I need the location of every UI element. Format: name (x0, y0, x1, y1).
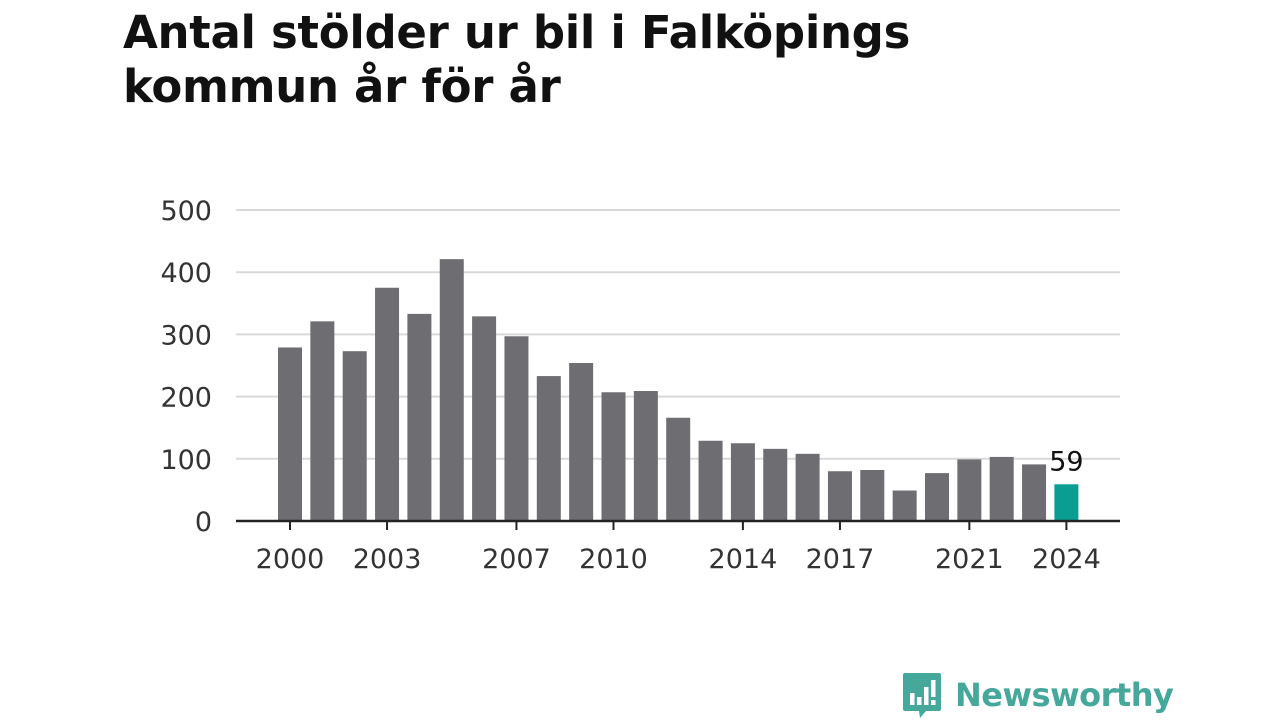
bar (763, 448, 788, 521)
bar (860, 470, 885, 521)
x-tick-label: 2010 (579, 544, 648, 575)
bar (504, 336, 529, 521)
bar (957, 459, 982, 521)
x-tick-label: 2000 (256, 544, 325, 575)
bar (407, 313, 432, 521)
brand-logo: Newsworthy (902, 671, 1174, 719)
brand-name: Newsworthy (955, 676, 1174, 714)
bar (730, 443, 755, 521)
x-tick-label: 2014 (709, 544, 778, 575)
bar (633, 391, 658, 521)
y-tick-label: 200 (160, 383, 212, 414)
x-tick-label: 2024 (1032, 544, 1101, 575)
bar (375, 287, 400, 521)
x-tick-label: 2021 (935, 544, 1004, 575)
bars (278, 259, 1079, 521)
chart-title: Antal stölder ur bil i Falköpings kommun… (123, 6, 911, 113)
bar-highlight (1054, 484, 1079, 521)
axes (236, 519, 1120, 530)
bar (989, 456, 1014, 521)
y-tick-label: 0 (195, 507, 212, 538)
labels: 0 100 200 300 400 500 2000 2003 2007 2010 2014 2017… (160, 196, 1100, 575)
bar (310, 321, 335, 521)
bar (1022, 464, 1047, 521)
data-label: 59 (1049, 446, 1083, 477)
bar (569, 363, 594, 521)
x-tick-label: 2003 (353, 544, 422, 575)
y-tick-label: 500 (160, 196, 212, 227)
bar (892, 490, 917, 521)
bar (472, 316, 497, 521)
y-tick-label: 300 (160, 320, 212, 351)
bar (439, 259, 464, 521)
bar (601, 392, 626, 521)
x-tick-label: 2017 (806, 544, 875, 575)
newsworthy-logo-icon (903, 673, 941, 718)
bar (536, 376, 561, 521)
x-tick-label: 2007 (482, 544, 551, 575)
bar (278, 347, 302, 521)
y-tick-label: 100 (160, 445, 212, 476)
bar (342, 351, 367, 521)
bar (698, 440, 723, 521)
y-tick-label: 400 (160, 258, 212, 289)
bar (827, 471, 852, 521)
bar (925, 473, 949, 521)
bar (666, 417, 691, 521)
bar (795, 453, 820, 521)
